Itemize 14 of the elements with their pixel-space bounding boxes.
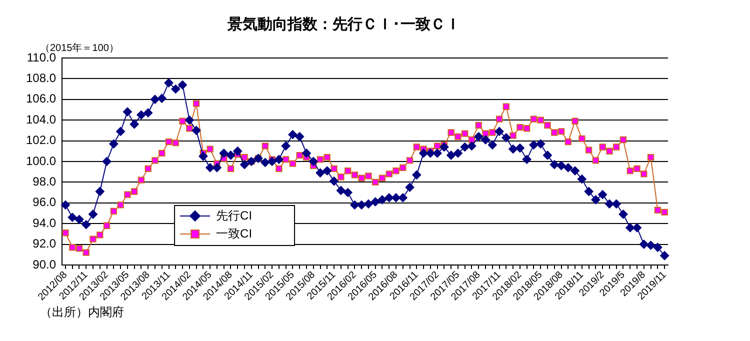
y-tick-label: 104.0 — [26, 112, 56, 126]
y-tick-label: 92.0 — [32, 236, 56, 251]
y-tick-label: 90.0 — [32, 257, 56, 272]
text: （出所）内閣府 — [40, 304, 124, 321]
legend-label: 一致CI — [216, 226, 252, 240]
y-tick-label: 108.0 — [26, 71, 56, 86]
y-tick-label: 96.0 — [32, 195, 56, 210]
y-tick-label: 94.0 — [32, 216, 56, 230]
y-tick-label: 106.0 — [26, 92, 56, 106]
y-tick-label: 102.0 — [26, 133, 56, 148]
legend-label: 先行CI — [216, 208, 252, 222]
y-tick-label: 100.0 — [26, 154, 56, 168]
chart-title: 景気動向指数：先行ＣＩ･一致ＣＩ — [226, 16, 460, 34]
y-tick-label: 98.0 — [32, 174, 56, 188]
